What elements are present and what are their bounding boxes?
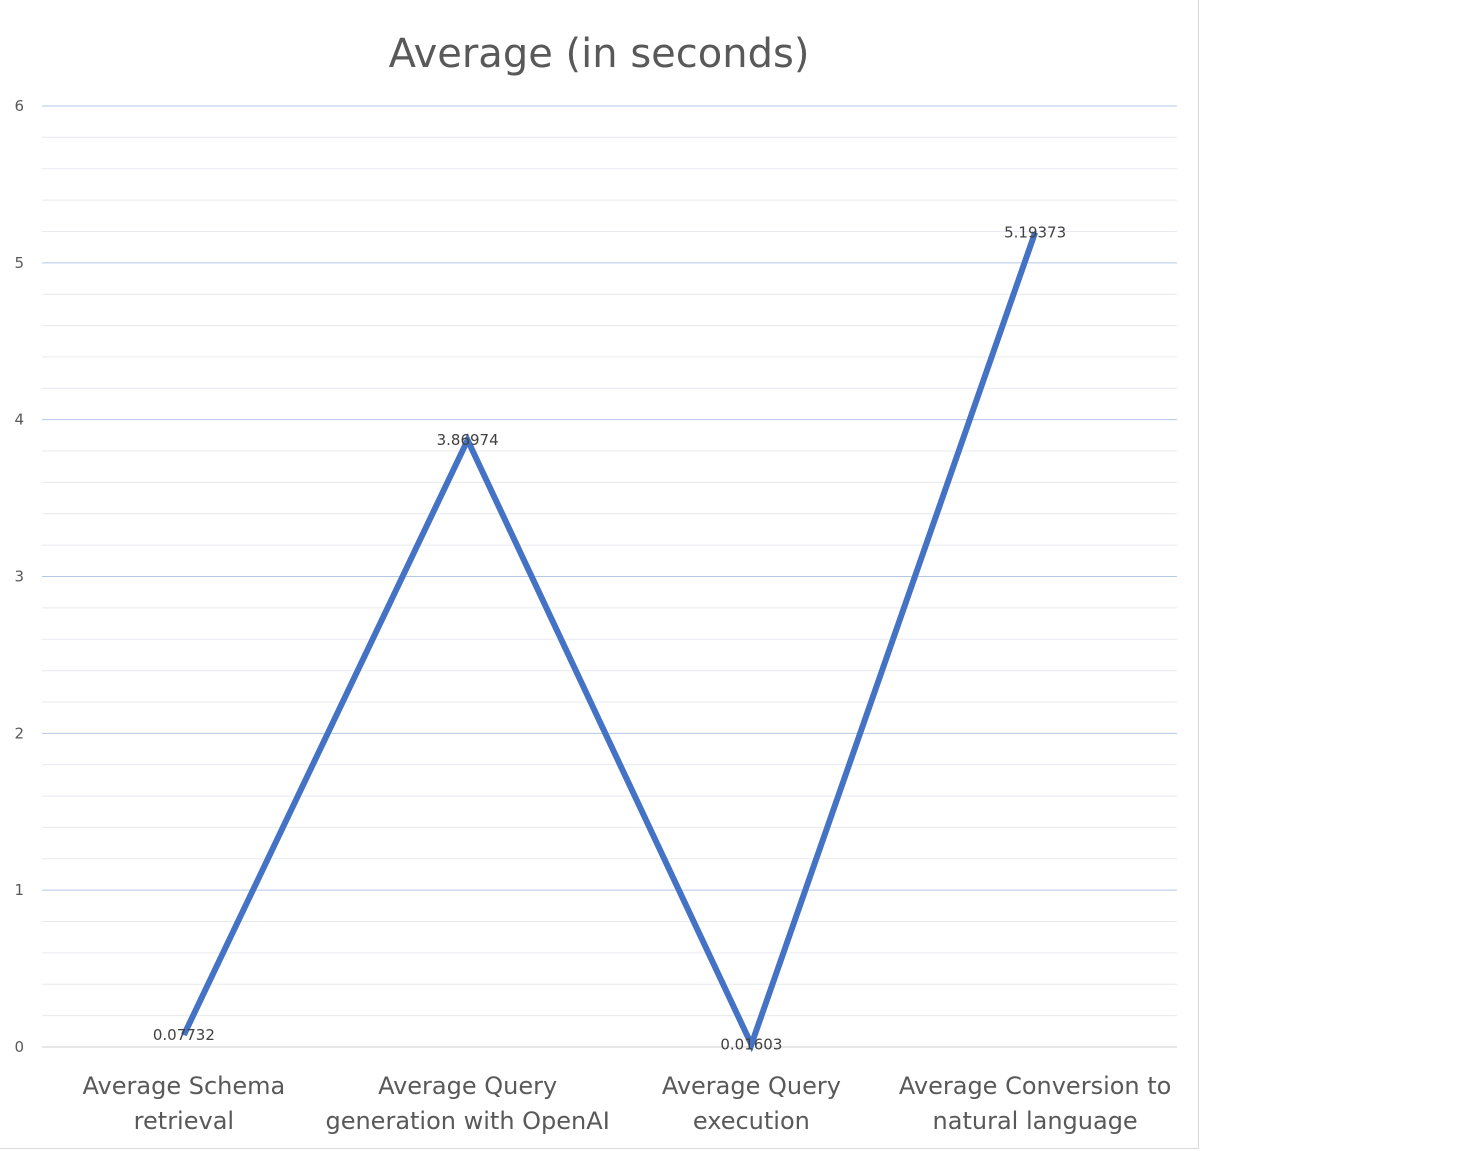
y-tick-label: 2 <box>14 724 24 742</box>
x-tick-label-line: generation with OpenAI <box>325 1107 609 1135</box>
gridlines <box>42 105 1177 1048</box>
y-tick-label: 0 <box>14 1038 24 1056</box>
x-tick-label: Average Schema retrieval <box>83 1072 286 1135</box>
data-point <box>183 1034 185 1036</box>
data-label: 0.07732 <box>153 1026 215 1044</box>
x-tick-label-line: Average Conversion to <box>899 1072 1171 1100</box>
x-axis-ticks: Average Schema retrieval Average Query gene… <box>83 1072 1172 1135</box>
chart-title: Average (in seconds) <box>389 31 810 77</box>
y-tick-label: 4 <box>14 411 24 429</box>
x-tick-label: Average Query generation with OpenAI <box>325 1072 609 1135</box>
y-tick-label: 6 <box>14 97 24 115</box>
series-line <box>181 231 1038 1053</box>
chart-frame: Average (in seconds) 0 1 2 3 4 5 6 Average Sch… <box>0 0 1199 1149</box>
line-chart: Average (in seconds) 0 1 2 3 4 5 6 Average Sch… <box>14 31 1177 1135</box>
y-tick-label: 5 <box>14 254 24 272</box>
x-tick-label-line: Average Query <box>662 1072 841 1100</box>
data-point <box>467 439 469 441</box>
y-tick-label: 1 <box>14 881 24 899</box>
data-label: 3.86974 <box>437 431 499 449</box>
x-tick-label-line: Average Query <box>378 1072 557 1100</box>
x-tick-label: Average Query execution <box>662 1072 841 1135</box>
x-tick-label-line: execution <box>693 1107 810 1135</box>
y-tick-label: 3 <box>14 568 24 586</box>
x-tick-label-line: retrieval <box>134 1107 234 1135</box>
series <box>181 231 1038 1053</box>
data-point <box>750 1043 752 1045</box>
x-tick-label-line: Average Schema <box>83 1072 286 1100</box>
data-label: 0.01603 <box>720 1035 782 1053</box>
x-tick-label-line: natural language <box>933 1107 1138 1135</box>
data-labels: 0.07732 3.86974 0.01603 5.19373 <box>153 223 1066 1053</box>
data-point <box>1034 231 1036 233</box>
y-axis-ticks: 0 1 2 3 4 5 6 <box>14 97 24 1056</box>
data-label: 5.19373 <box>1004 223 1066 241</box>
x-tick-label: Average Conversion to natural language <box>899 1072 1171 1135</box>
